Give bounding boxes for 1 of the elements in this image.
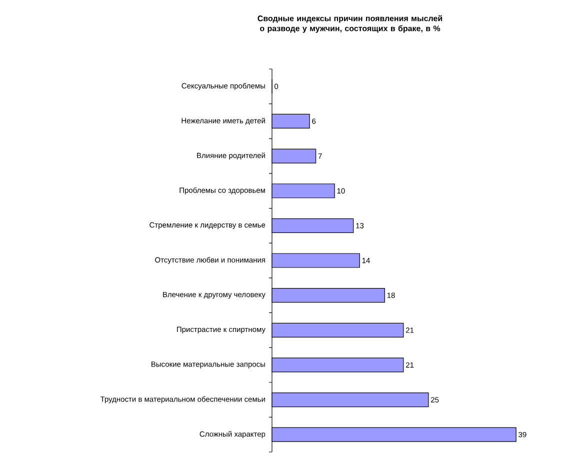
chart-title: Сводные индексы причин появления мыслей о разводе у мужчин, состоящих в браке, в % [258, 15, 442, 33]
